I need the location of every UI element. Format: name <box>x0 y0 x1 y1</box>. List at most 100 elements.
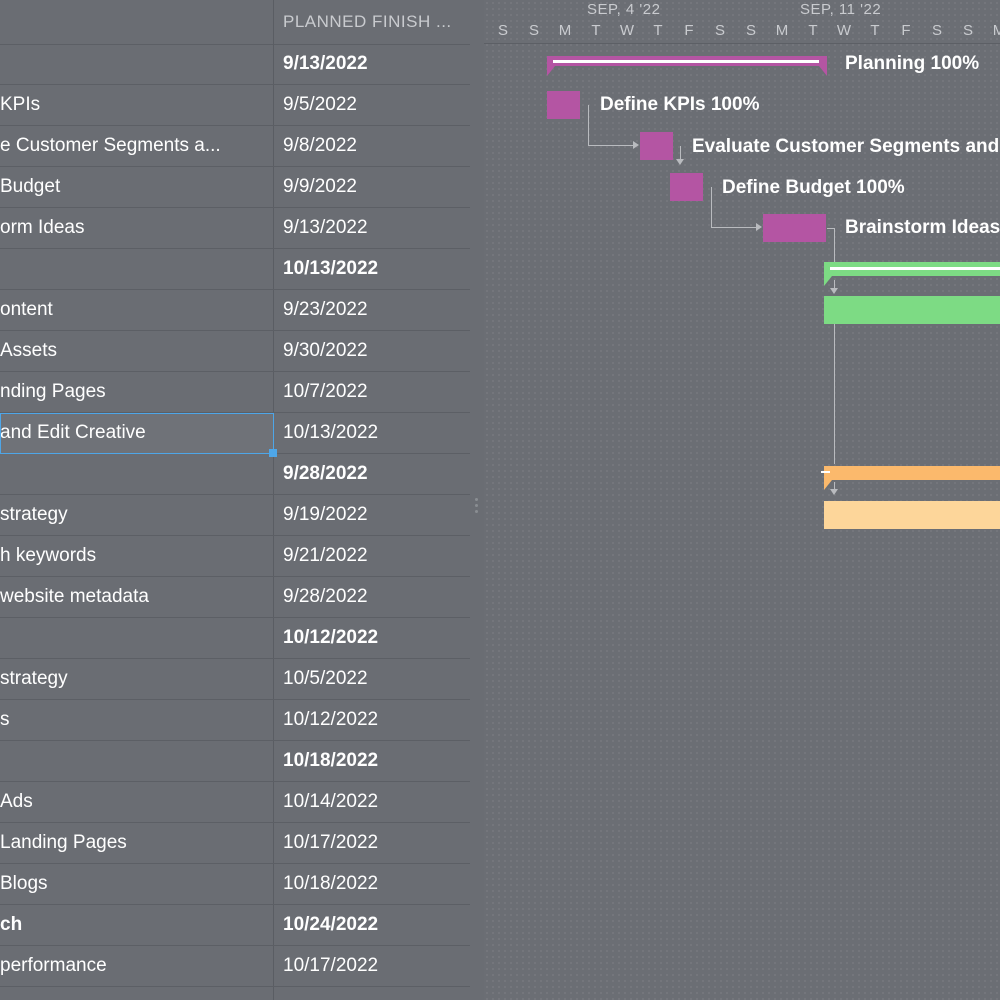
task-name-cell[interactable]: nding Pages <box>0 381 106 402</box>
table-row[interactable]: orm Ideas 9/13/2022 <box>0 208 470 249</box>
planned-finish-cell[interactable]: 9/9/2022 <box>283 176 357 197</box>
timeline-day-label: S <box>745 22 756 39</box>
task-name-cell[interactable]: h keywords <box>0 545 97 566</box>
splitter-grip-icon[interactable] <box>475 498 479 516</box>
task-name-cell[interactable] <box>0 44 273 84</box>
planned-finish-cell[interactable]: 10/18/2022 <box>283 750 379 771</box>
dependency-arrow-icon <box>633 141 639 149</box>
timeline-day-label: W <box>836 22 852 39</box>
table-row[interactable]: 9/28/2022 <box>0 454 470 495</box>
task-name-cell[interactable]: e Customer Segments a... <box>0 135 221 156</box>
task-name-cell[interactable]: Blogs <box>0 873 48 894</box>
timeline-day-label: S <box>497 22 508 39</box>
table-row[interactable]: strategy 9/19/2022 <box>0 495 470 536</box>
planned-finish-cell[interactable]: 10/12/2022 <box>283 709 379 730</box>
dependency-line <box>711 187 712 227</box>
task-name-cell[interactable] <box>0 618 273 658</box>
planned-finish-cell[interactable]: 10/17/2022 <box>283 832 379 853</box>
dependency-line <box>680 146 681 160</box>
table-row[interactable]: h keywords 9/21/2022 <box>0 536 470 577</box>
planned-finish-cell[interactable]: 10/24/2022 <box>283 914 379 935</box>
task-name-cell[interactable]: website metadata <box>0 586 149 607</box>
planned-finish-cell[interactable]: 10/17/2022 <box>283 955 379 976</box>
planned-finish-cell[interactable]: 9/28/2022 <box>283 586 368 607</box>
table-row[interactable]: ontent 9/23/2022 <box>0 290 470 331</box>
planned-finish-cell[interactable]: 9/19/2022 <box>283 504 368 525</box>
gantt-task-bar-brainstorm[interactable] <box>763 214 826 242</box>
table-row[interactable]: nding Pages 10/7/2022 <box>0 372 470 413</box>
task-name-cell[interactable]: and Edit Creative <box>0 422 146 443</box>
gantt-task-bar-content[interactable] <box>824 296 1000 324</box>
planned-finish-cell[interactable]: 10/13/2022 <box>283 422 379 443</box>
table-row[interactable]: 10/12/2022 <box>0 618 470 659</box>
table-row[interactable]: Ads 10/14/2022 <box>0 782 470 823</box>
planned-finish-cell[interactable]: 9/8/2022 <box>283 135 357 156</box>
table-row[interactable]: KPIs 9/5/2022 <box>0 85 470 126</box>
column-divider[interactable] <box>273 0 274 1000</box>
table-row[interactable]: website metadata 9/28/2022 <box>0 577 470 618</box>
bar-label-brainstorm: Brainstorm Ideas <box>845 217 1000 238</box>
table-row[interactable]: Landing Pages 10/17/2022 <box>0 823 470 864</box>
table-row[interactable]: Budget 9/9/2022 <box>0 167 470 208</box>
task-name-cell[interactable]: ontent <box>0 299 53 320</box>
selected-cell[interactable] <box>0 413 274 454</box>
task-name-cell[interactable]: KPIs <box>0 94 41 115</box>
task-name-cell[interactable] <box>0 249 273 289</box>
timeline-day-label: F <box>684 22 694 39</box>
bar-label-planning: Planning 100% <box>845 53 980 74</box>
gantt-task-bar-define-budget[interactable] <box>670 173 703 201</box>
table-row[interactable]: ch 10/24/2022 <box>0 905 470 946</box>
task-grid: PLANNED FINISH ... 9/13/2022 KPIs 9/5/2022… <box>0 0 470 1000</box>
table-row[interactable]: Assets 9/30/2022 <box>0 331 470 372</box>
gantt-summary-bar-seo[interactable] <box>824 466 1000 480</box>
gantt-task-bar-define-kpis[interactable] <box>547 91 580 119</box>
planned-finish-cell[interactable]: 9/13/2022 <box>283 217 368 238</box>
planned-finish-cell[interactable]: 9/23/2022 <box>283 299 368 320</box>
table-row[interactable]: s 10/12/2022 <box>0 700 470 741</box>
dependency-line <box>711 227 756 228</box>
planned-finish-cell[interactable]: 10/12/2022 <box>283 627 379 648</box>
grid-header: PLANNED FINISH ... <box>0 0 470 45</box>
summary-tip <box>824 480 832 490</box>
gantt-task-bar-evaluate[interactable] <box>640 132 673 160</box>
planned-finish-cell[interactable]: 9/5/2022 <box>283 94 357 115</box>
planned-finish-cell[interactable]: 9/30/2022 <box>283 340 368 361</box>
gantt-task-bar-seo[interactable] <box>824 501 1000 529</box>
task-name-cell[interactable]: strategy <box>0 668 68 689</box>
task-name-cell[interactable]: s <box>0 709 10 730</box>
task-name-cell[interactable] <box>0 454 273 494</box>
dependency-line <box>834 324 835 464</box>
planned-finish-cell[interactable]: 9/28/2022 <box>283 463 368 484</box>
dependency-arrow-icon <box>676 159 684 165</box>
table-row[interactable]: performance 10/17/2022 <box>0 946 470 987</box>
task-name-cell[interactable]: Landing Pages <box>0 832 127 853</box>
table-row[interactable]: e Customer Segments a... 9/8/2022 <box>0 126 470 167</box>
fill-handle[interactable] <box>269 449 277 457</box>
planned-finish-cell[interactable]: 9/21/2022 <box>283 545 368 566</box>
planned-finish-cell[interactable]: 10/7/2022 <box>283 381 368 402</box>
task-name-cell[interactable]: strategy <box>0 504 68 525</box>
gantt-chart-area[interactable] <box>484 0 1000 1000</box>
task-name-cell[interactable] <box>0 741 273 781</box>
task-name-cell[interactable]: orm Ideas <box>0 217 85 238</box>
planned-finish-cell[interactable]: 10/5/2022 <box>283 668 368 689</box>
bar-label-define-budget: Define Budget 100% <box>722 177 905 198</box>
task-name-cell[interactable]: performance <box>0 955 107 976</box>
timeline-divider <box>484 43 1000 44</box>
task-name-cell[interactable]: Ads <box>0 791 33 812</box>
planned-finish-header[interactable]: PLANNED FINISH ... <box>283 12 452 31</box>
planned-finish-cell[interactable]: 10/13/2022 <box>283 258 379 279</box>
table-row[interactable]: Blogs 10/18/2022 <box>0 864 470 905</box>
timeline-day-label: W <box>619 22 635 39</box>
table-row[interactable]: 10/13/2022 <box>0 249 470 290</box>
table-row[interactable]: 10/18/2022 <box>0 741 470 782</box>
table-row[interactable]: strategy 10/5/2022 <box>0 659 470 700</box>
task-name-cell[interactable]: Budget <box>0 176 61 197</box>
planned-finish-cell[interactable]: 9/13/2022 <box>283 53 368 74</box>
task-name-cell[interactable]: Assets <box>0 340 58 361</box>
table-row[interactable]: 9/13/2022 <box>0 44 470 85</box>
timeline-day-label: M <box>775 22 789 39</box>
task-name-cell[interactable]: ch <box>0 914 23 935</box>
planned-finish-cell[interactable]: 10/18/2022 <box>283 873 379 894</box>
planned-finish-cell[interactable]: 10/14/2022 <box>283 791 379 812</box>
